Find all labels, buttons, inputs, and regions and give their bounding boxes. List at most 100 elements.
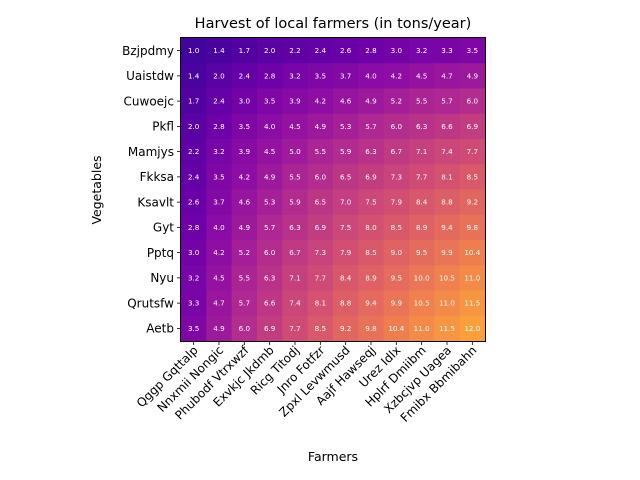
heatmap-cell: [383, 214, 410, 241]
heatmap-cell: [282, 189, 309, 216]
heatmap-cell: [358, 113, 385, 140]
cell-value-label: 5.2: [239, 248, 250, 257]
cell-value-label: 6.3: [264, 273, 275, 282]
heatmap-cell: [434, 38, 461, 64]
cell-value-label: 9.4: [441, 223, 453, 232]
cell-value-label: 5.9: [340, 147, 352, 156]
cell-value-label: 4.9: [365, 97, 377, 106]
heatmap-cells: [181, 38, 486, 342]
cell-value-label: 1.7: [188, 97, 199, 106]
heatmap-cell: [231, 214, 258, 241]
heatmap-cell: [206, 315, 233, 342]
heatmap-cell: [257, 290, 283, 317]
heatmap-cell: [459, 139, 486, 165]
heatmap-cell: [307, 63, 334, 89]
cell-value-label: 7.9: [340, 248, 352, 257]
y-tick-label: Aetb: [146, 322, 174, 336]
cell-value-label: 7.7: [416, 172, 427, 181]
heatmap-cell: [231, 290, 258, 317]
y-tick-label: Pptq: [147, 246, 174, 260]
heatmap-cell: [181, 214, 207, 241]
cell-value-label: 5.7: [441, 97, 452, 106]
heatmap-cell: [206, 164, 233, 190]
heatmap-cell: [333, 290, 359, 317]
heatmap-cell: [409, 315, 435, 342]
heatmap-cell: [358, 265, 385, 291]
heatmap-cell: [206, 88, 233, 115]
heatmap-cell: [459, 88, 486, 115]
heatmap-cell: [231, 88, 258, 115]
heatmap-cell: [206, 63, 233, 89]
cell-value-label: 4.2: [391, 71, 402, 80]
heatmap-cell: [434, 88, 461, 115]
cell-value-label: 5.5: [289, 172, 300, 181]
cell-value-label: 5.9: [289, 198, 301, 207]
heatmap-cell: [282, 315, 309, 342]
cell-value-label: 8.5: [315, 324, 326, 333]
heatmap-cell: [358, 290, 385, 317]
cell-value-label: 2.0: [213, 71, 225, 80]
heatmap-cell: [307, 265, 334, 291]
cell-value-label: 5.0: [289, 147, 301, 156]
cell-value-label: 12.0: [464, 324, 480, 333]
heatmap-cell: [333, 240, 359, 266]
heatmap-cell: [181, 164, 207, 190]
cell-value-label: 8.8: [340, 299, 352, 308]
cell-value-label: 6.5: [315, 198, 326, 207]
heatmap-cell: [282, 164, 309, 190]
heatmap-cell: [257, 214, 283, 241]
cell-value-label: 1.0: [188, 46, 200, 55]
cell-value-label: 3.5: [188, 324, 199, 333]
heatmap-cell: [282, 113, 309, 140]
cell-value-label: 2.8: [365, 46, 377, 55]
heatmap-cell: [434, 214, 461, 241]
cell-value-label: 5.5: [239, 273, 250, 282]
cell-value-label: 4.6: [239, 198, 251, 207]
cell-value-label: 3.5: [467, 46, 478, 55]
heatmap-cell: [383, 88, 410, 115]
heatmap-cell: [333, 88, 359, 115]
heatmap-cell: [434, 164, 461, 190]
heatmap-cell: [206, 240, 233, 266]
heatmap-cell: [459, 164, 486, 190]
cell-value-label: 4.5: [213, 273, 224, 282]
cell-value-label: 7.1: [416, 147, 427, 156]
heatmap-cell: [434, 63, 461, 89]
cell-value-label: 11.5: [464, 299, 480, 308]
cell-value-label: 4.7: [213, 299, 224, 308]
heatmap-cell: [333, 113, 359, 140]
heatmap-cell: [358, 240, 385, 266]
cell-value-label: 6.3: [289, 223, 300, 232]
cell-value-label: 6.6: [264, 299, 276, 308]
cell-value-label: 4.5: [289, 122, 300, 131]
heatmap-cell: [333, 63, 359, 89]
cell-value-label: 4.9: [315, 122, 327, 131]
cell-value-label: 6.0: [315, 172, 327, 181]
heatmap-cell: [383, 139, 410, 165]
heatmap-cell: [459, 189, 486, 216]
cell-value-label: 4.5: [416, 71, 427, 80]
cell-value-label: 3.2: [416, 46, 427, 55]
cell-value-label: 9.9: [391, 299, 403, 308]
heatmap-cell: [358, 164, 385, 190]
cell-value-label: 2.2: [188, 147, 199, 156]
cell-value-label: 8.1: [315, 299, 326, 308]
heatmap-cell: [181, 113, 207, 140]
y-tick-label: Nyu: [150, 271, 174, 285]
y-tick-label: Ksavlt: [137, 195, 174, 209]
cell-value-label: 4.6: [340, 97, 352, 106]
heatmap-cell: [333, 164, 359, 190]
cell-value-label: 9.2: [340, 324, 351, 333]
heatmap-cell: [307, 38, 334, 64]
cell-value-label: 2.8: [188, 223, 200, 232]
heatmap-cell: [409, 265, 435, 291]
cell-value-label: 6.9: [264, 324, 276, 333]
cell-value-label: 8.9: [416, 223, 428, 232]
cell-value-label: 11.5: [439, 324, 455, 333]
heatmap-cell: [358, 189, 385, 216]
heatmap-cell: [383, 290, 410, 317]
y-tick-label: Fkksa: [140, 170, 174, 184]
cell-value-label: 4.2: [315, 97, 326, 106]
heatmap-cell: [459, 214, 486, 241]
